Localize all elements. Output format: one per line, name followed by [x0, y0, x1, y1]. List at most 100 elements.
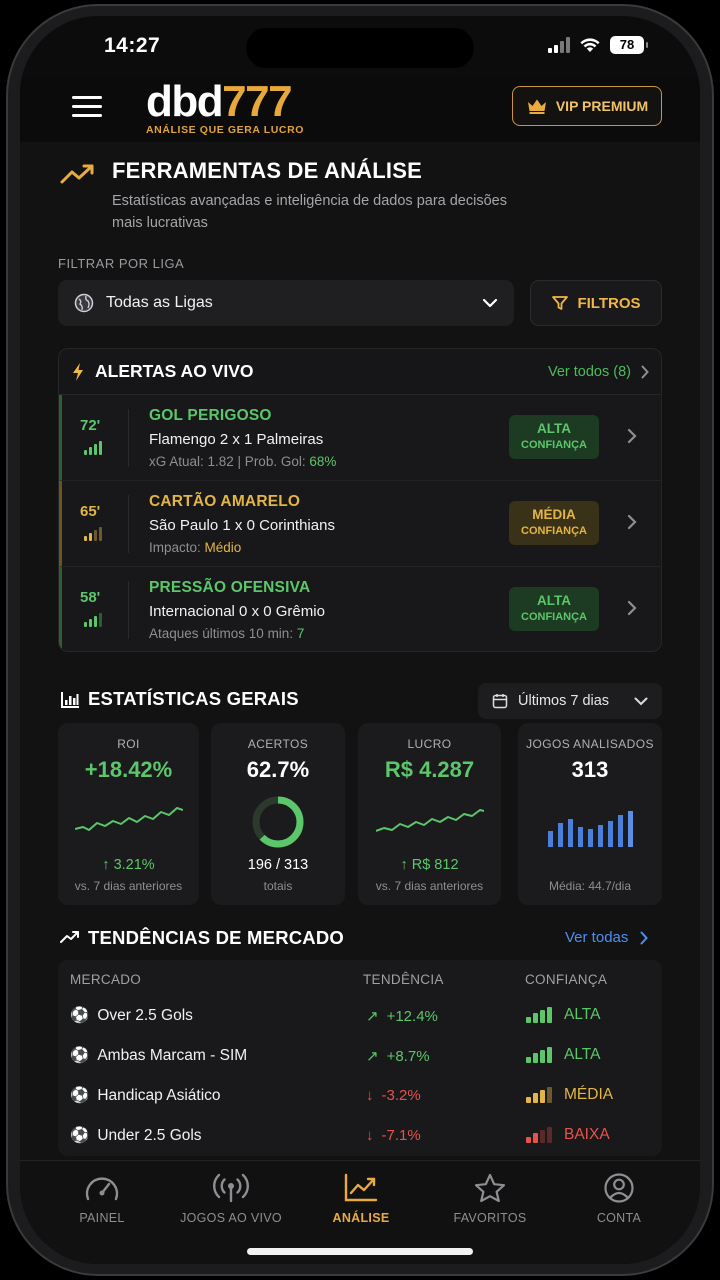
- profit-value: R$ 4.287: [384, 757, 475, 782]
- gauge-icon: [85, 1177, 119, 1201]
- divider: [128, 495, 129, 553]
- chevron-right-icon: [641, 365, 649, 378]
- games-card[interactable]: JOGOS ANALISADOS 313 Média: 44.7/dia: [518, 723, 662, 905]
- funnel-icon: [552, 296, 569, 310]
- roi-value: +18.42%: [84, 757, 173, 782]
- alert-row-2[interactable]: 58' PRESSÃO OFENSIVA Internacional 0 x 0…: [59, 567, 661, 651]
- alert-match: Flamengo 2 x 1 Palmeiras: [149, 431, 324, 448]
- table-row[interactable]: ⚽ Under 2.5 Gols ↓ -7.1% BAIXA: [58, 1116, 662, 1156]
- confidence-value: BAIXA: [564, 1126, 610, 1143]
- soccer-ball-icon: ⚽: [70, 1127, 90, 1144]
- trends-table: MERCADO TENDÊNCIA CONFIANÇA ⚽ Over 2.5 Go…: [58, 960, 662, 1156]
- hits-count: 196 / 313: [247, 857, 309, 873]
- alert-minute: 58': [80, 589, 101, 606]
- market-name: Ambas Marcam - SIM: [97, 1046, 248, 1064]
- trending-up-icon: [60, 931, 79, 943]
- period-select[interactable]: Últimos 7 dias: [478, 683, 662, 719]
- tab-analise[interactable]: ANÁLISE: [296, 1173, 426, 1225]
- globe-icon: [74, 293, 94, 313]
- hits-label: ACERTOS: [247, 737, 309, 751]
- hits-value: 62.7%: [246, 757, 310, 782]
- col-header-confidence: CONFIANÇA: [525, 972, 608, 987]
- calendar-icon: [492, 694, 508, 709]
- confidence-bars-icon: [526, 1087, 552, 1103]
- tab-conta[interactable]: CONTA: [554, 1173, 684, 1225]
- battery-icon: 78: [610, 36, 648, 54]
- table-row[interactable]: ⚽ Handicap Asiático ↓ -3.2% MÉDIA: [58, 1076, 662, 1116]
- period-value: Últimos 7 dias: [518, 693, 610, 709]
- logo-tagline: ANÁLISE QUE GERA LUCRO: [146, 124, 305, 136]
- filters-button[interactable]: FILTROS: [530, 280, 662, 326]
- alert-meta: Impacto: Médio: [149, 540, 241, 555]
- col-header-trend: TENDÊNCIA: [363, 972, 444, 987]
- main-content[interactable]: FERRAMENTAS DE ANÁLISE Estatísticas avan…: [20, 142, 700, 1160]
- chart-line-icon: [344, 1173, 378, 1202]
- games-note: Média: 44.7/dia: [548, 879, 632, 893]
- chevron-down-icon: [482, 298, 498, 308]
- logo-text-white: dbd: [146, 77, 224, 126]
- alert-row-1[interactable]: 65' CARTÃO AMARELO São Paulo 1 x 0 Corin…: [59, 481, 661, 567]
- tab-favoritos[interactable]: FAVORITOS: [425, 1173, 555, 1225]
- games-value: 313: [571, 757, 609, 782]
- trends-title: TENDÊNCIAS DE MERCADO: [88, 927, 345, 948]
- divider: [128, 581, 129, 639]
- status-icons: 78: [548, 36, 648, 54]
- alert-meta-highlight: 68%: [309, 454, 337, 469]
- tab-label: CONTA: [596, 1211, 642, 1225]
- home-indicator[interactable]: [247, 1248, 473, 1255]
- alert-match: São Paulo 1 x 0 Corinthians: [149, 517, 335, 534]
- league-select[interactable]: Todas as Ligas: [58, 280, 514, 326]
- trend-value: +8.7%: [386, 1047, 430, 1065]
- vip-label: VIP PREMIUM: [555, 98, 649, 114]
- table-row[interactable]: ⚽ Over 2.5 Gols ↗ +12.4% ALTA: [58, 996, 662, 1036]
- alert-meta-text: Impacto:: [149, 540, 205, 555]
- alert-minute: 72': [80, 417, 101, 434]
- confidence-value: ALTA: [564, 1046, 601, 1063]
- trending-up-icon: [60, 164, 94, 184]
- confidence-badge: ALTA CONFIANÇA: [509, 415, 599, 459]
- table-row[interactable]: ⚽ Ambas Marcam - SIM ↗ +8.7% ALTA: [58, 1036, 662, 1076]
- alert-type: PRESSÃO OFENSIVA: [149, 579, 311, 596]
- see-all-trends-link[interactable]: Ver todas: [565, 929, 649, 946]
- hits-card[interactable]: ACERTOS 62.7% 196 / 313 totais: [211, 723, 345, 905]
- alert-row-0[interactable]: 72' GOL PERIGOSO Flamengo 2 x 1 Palmeira…: [59, 395, 661, 481]
- confidence-badge: MÉDIA CONFIANÇA: [509, 501, 599, 545]
- confidence-bars-icon: [526, 1127, 552, 1143]
- vip-premium-button[interactable]: VIP PREMIUM: [512, 86, 662, 126]
- signal-bars-icon: [84, 441, 102, 455]
- filters-label: FILTROS: [577, 294, 641, 312]
- alert-meta: xG Atual: 1.82 | Prob. Gol: 68%: [149, 454, 336, 469]
- chevron-right-icon: [627, 600, 637, 616]
- tab-painel[interactable]: PAINEL: [37, 1173, 167, 1225]
- roi-card[interactable]: ROI +18.42% ↑ 3.21% vs. 7 dias anteriore…: [58, 723, 199, 905]
- confidence-badge: ALTA CONFIANÇA: [509, 587, 599, 631]
- league-filter-label: FILTRAR POR LIGA: [58, 256, 185, 271]
- profit-card[interactable]: LUCRO R$ 4.287 ↑ R$ 812 vs. 7 dias anter…: [358, 723, 501, 905]
- app-logo[interactable]: dbd777 ANÁLISE QUE GERA LUCRO: [146, 77, 305, 137]
- arrow-down-icon: ↓: [366, 1087, 374, 1104]
- tab-jogos-ao-vivo[interactable]: JOGOS AO VIVO: [166, 1173, 296, 1225]
- confidence-sub: CONFIANÇA: [521, 611, 587, 623]
- confidence-sub: CONFIANÇA: [521, 439, 587, 451]
- dynamic-island: [246, 28, 474, 68]
- chevron-down-icon: [634, 697, 648, 705]
- see-all-alerts-link[interactable]: Ver todos (8): [548, 364, 649, 380]
- status-bar: 14:27 78: [20, 16, 700, 74]
- arrow-up-right-icon: ↗: [366, 1008, 379, 1025]
- roi-delta: ↑ 3.21%: [102, 857, 155, 873]
- see-all-alerts-label: Ver todos (8): [547, 363, 631, 380]
- menu-icon[interactable]: [72, 96, 102, 120]
- bottom-tab-bar: PAINEL JOGOS AO VIVO ANÁLISE: [20, 1160, 700, 1264]
- roi-note: vs. 7 dias anteriores: [74, 879, 183, 893]
- trend-value: +12.4%: [386, 1007, 438, 1025]
- profit-sparkline: [376, 809, 484, 832]
- chevron-right-icon: [640, 931, 649, 944]
- signal-bars-icon: [84, 613, 102, 627]
- hits-note: totais: [263, 879, 293, 893]
- alert-type: CARTÃO AMARELO: [149, 493, 301, 510]
- profit-label: LUCRO: [407, 737, 452, 751]
- profit-note: vs. 7 dias anteriores: [375, 879, 484, 893]
- confidence-bars-icon: [526, 1047, 552, 1063]
- alert-meta-text: xG Atual: 1.82 | Prob. Gol:: [149, 454, 310, 469]
